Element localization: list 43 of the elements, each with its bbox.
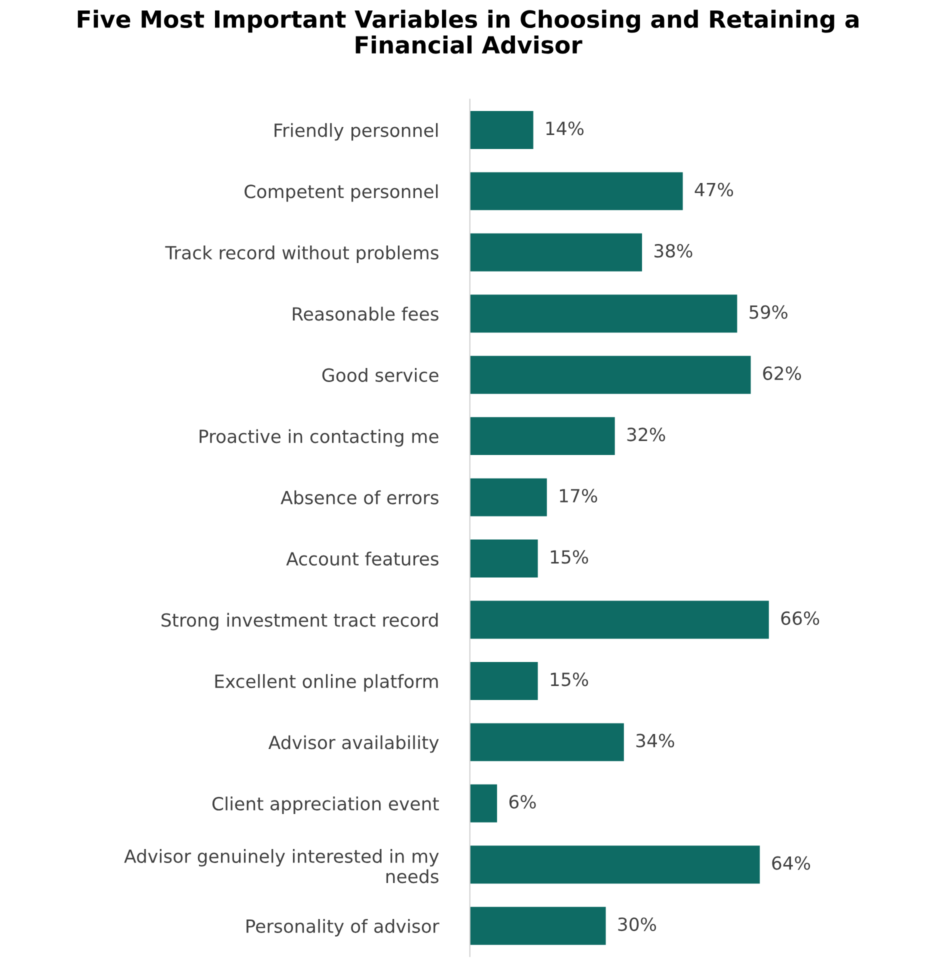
bar xyxy=(470,417,615,456)
y-tick-label: Excellent online platform xyxy=(215,674,438,692)
y-tick-label: Competent personnel xyxy=(244,184,438,202)
bar xyxy=(470,294,738,333)
bar xyxy=(470,600,769,639)
data-label: 38% xyxy=(654,244,692,258)
y-tick-label: Absence of errors xyxy=(280,490,438,504)
data-label: 30% xyxy=(618,917,656,932)
bar xyxy=(470,846,760,884)
bar xyxy=(470,356,751,394)
data-label: 34% xyxy=(636,734,674,748)
bar xyxy=(470,906,606,945)
y-tick-label: Personality of advisor xyxy=(246,918,440,936)
y-tick-label: Client appreciation event xyxy=(212,796,439,814)
data-label: 64% xyxy=(772,856,810,870)
data-label: 14% xyxy=(546,122,584,136)
y-tick-label: Good service xyxy=(322,368,438,382)
bar xyxy=(470,784,498,822)
data-label: 15% xyxy=(550,550,588,564)
data-label: 15% xyxy=(550,672,588,686)
bar xyxy=(470,662,538,700)
bar xyxy=(470,540,538,578)
bar xyxy=(470,172,683,210)
data-label: 17% xyxy=(560,488,598,503)
data-label: 66% xyxy=(781,611,820,625)
chart-title: Five Most Important Variables in Choosing and Retaining a Financial Advisor xyxy=(78,10,858,54)
y-tick-label: Proactive in contacting me xyxy=(200,429,438,447)
y-tick-label: Friendly personnel xyxy=(274,123,438,141)
y-tick-label: Reasonable fees xyxy=(292,306,438,321)
data-label: 6% xyxy=(509,794,536,809)
data-label: 47% xyxy=(694,182,734,196)
bar xyxy=(470,723,624,762)
y-tick-label: Strong investment tract record xyxy=(162,612,438,630)
data-label: 62% xyxy=(763,366,801,380)
bar xyxy=(470,478,547,516)
data-label: 32% xyxy=(627,428,666,442)
y-tick-label: Account features xyxy=(286,552,438,566)
bar xyxy=(470,110,534,149)
y-tick-label: Track record without problems xyxy=(165,246,438,264)
data-label: 59% xyxy=(750,305,788,319)
bar xyxy=(470,233,642,272)
y-tick-label: Advisor availability xyxy=(268,735,439,753)
y-tick-label: Advisor genuinely interested in my needs xyxy=(124,849,439,884)
